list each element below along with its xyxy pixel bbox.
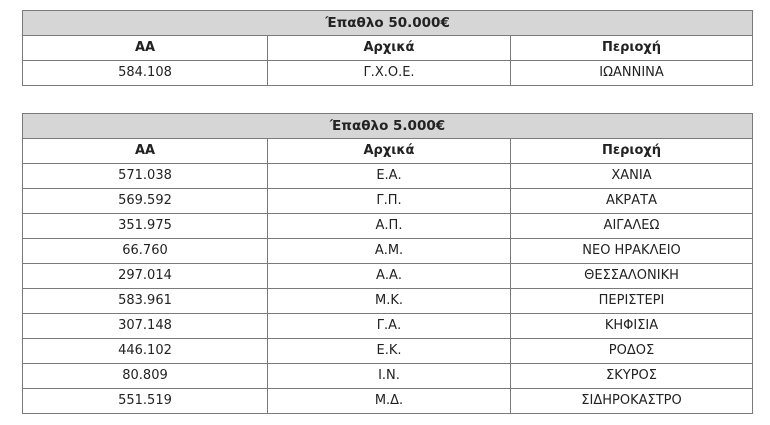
- table-title-row: Έπαθλο 5.000€: [21, 113, 754, 139]
- table-title: Έπαθλο 50.000€: [21, 10, 754, 36]
- cell-aa: 307.148: [22, 313, 268, 339]
- table-row: 569.592 Γ.Π. ΑΚΡΑΤΑ: [22, 188, 754, 214]
- cell-initials: Ι.Ν.: [267, 363, 511, 389]
- table-header-row: ΑΑ Αρχικά Περιοχή: [22, 138, 754, 164]
- table-row: 583.961 Μ.Κ. ΠΕΡΙΣΤΕΡΙ: [22, 288, 754, 314]
- prize-table-50000: Έπαθλο 50.000€ ΑΑ Αρχικά Περιοχή 584.108…: [21, 10, 754, 86]
- cell-aa: 584.108: [22, 60, 268, 86]
- table-row: 307.148 Γ.Α. ΚΗΦΙΣΙΑ: [22, 313, 754, 339]
- column-header-aa: ΑΑ: [22, 35, 268, 61]
- cell-initials: Α.Α.: [267, 263, 511, 289]
- cell-region: ΘΕΣΣΑΛΟΝΙΚΗ: [509, 263, 754, 289]
- table-row: 80.809 Ι.Ν. ΣΚΥΡΟΣ: [22, 363, 754, 389]
- cell-initials: Γ.Π.: [267, 188, 511, 214]
- column-header-initials: Αρχικά: [267, 138, 511, 164]
- cell-region: ΧΑΝΙΑ: [509, 163, 754, 189]
- cell-aa: 571.038: [22, 163, 268, 189]
- cell-aa: 66.760: [22, 238, 268, 264]
- cell-initials: Γ.Χ.Ο.Ε.: [267, 60, 511, 86]
- cell-region: ΣΙΔΗΡΟΚΑΣΤΡΟ: [509, 388, 754, 414]
- cell-initials: Ε.Α.: [267, 163, 511, 189]
- cell-initials: Μ.Κ.: [267, 288, 511, 314]
- cell-aa: 551.519: [22, 388, 268, 414]
- table-row: 551.519 Μ.Δ. ΣΙΔΗΡΟΚΑΣΤΡΟ: [22, 388, 754, 414]
- cell-region: ΡΟΔΟΣ: [509, 338, 754, 364]
- cell-region: ΠΕΡΙΣΤΕΡΙ: [509, 288, 754, 314]
- table-row: 297.014 Α.Α. ΘΕΣΣΑΛΟΝΙΚΗ: [22, 263, 754, 289]
- cell-region: ΙΩΑΝΝΙΝΑ: [509, 60, 754, 86]
- cell-aa: 297.014: [22, 263, 268, 289]
- cell-aa: 569.592: [22, 188, 268, 214]
- cell-aa: 583.961: [22, 288, 268, 314]
- table-row: 351.975 Α.Π. ΑΙΓΑΛΕΩ: [22, 213, 754, 239]
- cell-aa: 446.102: [22, 338, 268, 364]
- table-row: 571.038 Ε.Α. ΧΑΝΙΑ: [22, 163, 754, 189]
- cell-aa: 80.809: [22, 363, 268, 389]
- cell-region: ΑΙΓΑΛΕΩ: [509, 213, 754, 239]
- table-title-row: Έπαθλο 50.000€: [21, 10, 754, 36]
- cell-region: ΝΕΟ ΗΡΑΚΛΕΙΟ: [509, 238, 754, 264]
- table-row: 66.760 Α.Μ. ΝΕΟ ΗΡΑΚΛΕΙΟ: [22, 238, 754, 264]
- column-header-region: Περιοχή: [509, 35, 754, 61]
- cell-initials: Μ.Δ.: [267, 388, 511, 414]
- table-row: 446.102 Ε.Κ. ΡΟΔΟΣ: [22, 338, 754, 364]
- cell-region: ΚΗΦΙΣΙΑ: [509, 313, 754, 339]
- table-body: 584.108 Γ.Χ.Ο.Ε. ΙΩΑΝΝΙΝΑ: [22, 60, 754, 86]
- prize-table-5000: Έπαθλο 5.000€ ΑΑ Αρχικά Περιοχή 571.038 Ε…: [21, 113, 754, 414]
- cell-initials: Ε.Κ.: [267, 338, 511, 364]
- table-row: 584.108 Γ.Χ.Ο.Ε. ΙΩΑΝΝΙΝΑ: [22, 60, 754, 86]
- cell-region: ΑΚΡΑΤΑ: [509, 188, 754, 214]
- cell-aa: 351.975: [22, 213, 268, 239]
- table-header-row: ΑΑ Αρχικά Περιοχή: [22, 35, 754, 61]
- column-header-region: Περιοχή: [509, 138, 754, 164]
- table-title: Έπαθλο 5.000€: [21, 113, 754, 139]
- table-body: 571.038 Ε.Α. ΧΑΝΙΑ 569.592 Γ.Π. ΑΚΡΑΤΑ 351.975…: [22, 163, 754, 414]
- cell-region: ΣΚΥΡΟΣ: [509, 363, 754, 389]
- column-header-aa: ΑΑ: [22, 138, 268, 164]
- column-header-initials: Αρχικά: [267, 35, 511, 61]
- cell-initials: Γ.Α.: [267, 313, 511, 339]
- cell-initials: Α.Π.: [267, 213, 511, 239]
- cell-initials: Α.Μ.: [267, 238, 511, 264]
